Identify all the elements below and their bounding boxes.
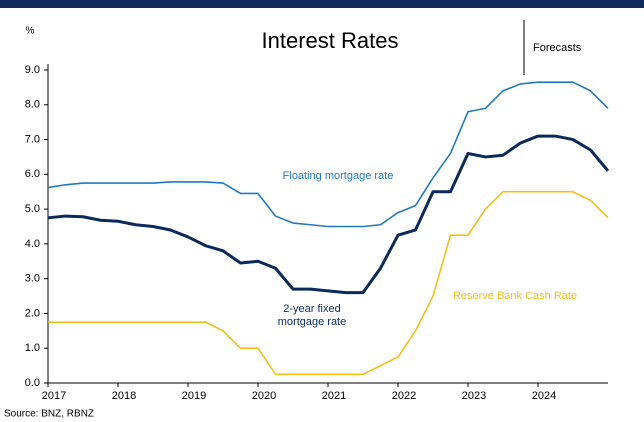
y-unit: %	[26, 26, 35, 37]
series-line	[48, 190, 609, 376]
y-tick-label: 8.0	[25, 99, 40, 111]
forecast-label: Forecasts	[533, 42, 582, 54]
x-tick-label: 2023	[462, 390, 486, 402]
x-tick-label: 2017	[42, 390, 66, 402]
series-line	[47, 134, 610, 295]
y-tick-label: 4.0	[25, 238, 40, 250]
x-tick-label: 2019	[182, 390, 206, 402]
x-tick-label: 2021	[322, 390, 346, 402]
series-label: Reserve Bank Cash Rate	[452, 290, 578, 302]
source: Source: BNZ, RBNZ	[4, 409, 94, 420]
series-label: 2-year fixed mortgage rate	[277, 303, 347, 328]
x-tick-label: 2024	[532, 390, 556, 402]
y-tick-label: 9.0	[25, 64, 40, 76]
x-tick-label: 2018	[112, 390, 136, 402]
y-tick-label: 5.0	[25, 203, 40, 215]
y-tick-label: 3.0	[25, 273, 40, 285]
chart-title: Interest Rates	[262, 28, 399, 53]
y-tick-label: 7.0	[25, 133, 40, 145]
header-bar	[0, 0, 644, 8]
x-tick-label: 2020	[252, 390, 276, 402]
x-tick-label: 2022	[392, 390, 416, 402]
y-tick-label: 1.0	[25, 342, 40, 354]
y-tick-label: 6.0	[25, 168, 40, 180]
y-tick-label: 0.0	[25, 377, 40, 389]
series-line	[47, 81, 609, 228]
y-tick-label: 2.0	[25, 307, 40, 319]
series-label: Floating mortgage rate	[282, 170, 394, 182]
